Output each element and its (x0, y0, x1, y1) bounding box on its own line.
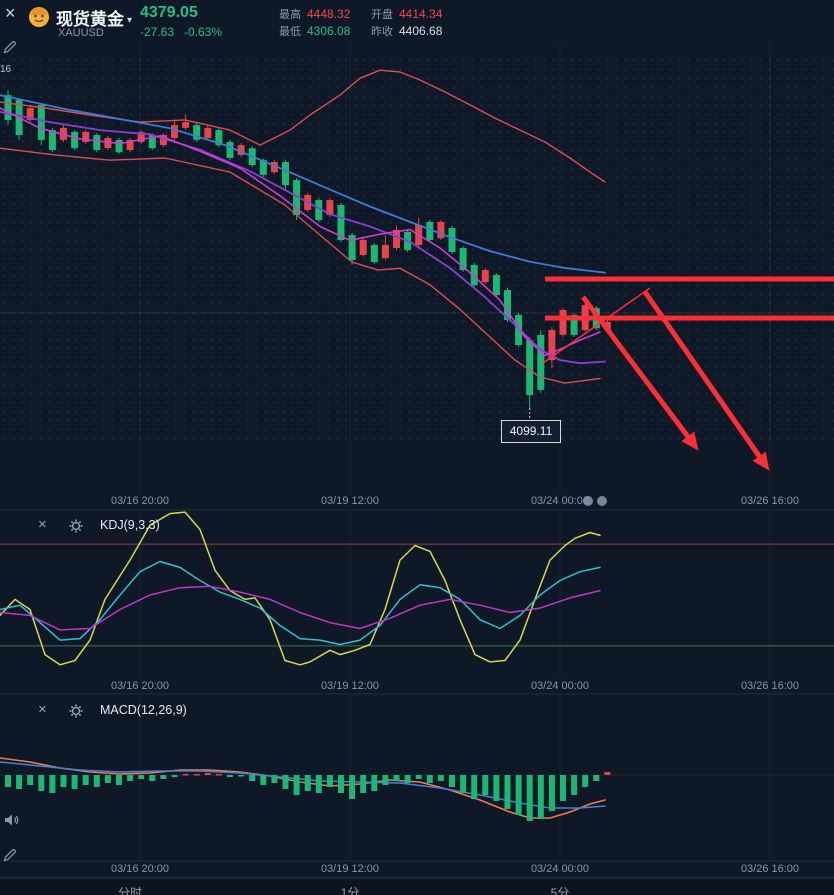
instrument-title[interactable]: 现货黄金 ▾ (56, 10, 133, 29)
audio-announce-icon[interactable] (3, 812, 19, 833)
stat-open: 开盘 4414.34 (371, 7, 443, 21)
time-label: 03/26 16:00 (740, 863, 800, 875)
indicator-lines-layer (0, 69, 606, 819)
time-label: 03/24 00:00 (530, 863, 590, 875)
candles-layer (4, 90, 611, 408)
macd-histogram-layer (5, 772, 611, 821)
stat-low: 最低 4306.08 (279, 24, 351, 38)
time-label: 03/19 12:00 (320, 495, 380, 507)
tab-timeframe-1min[interactable]: 1分 (340, 886, 360, 895)
instrument-symbol: XAUUSD (58, 27, 104, 39)
drawn-arrow[interactable] (581, 295, 699, 451)
kdj-panel-header: × KDJ(9,3,3) (0, 516, 400, 536)
left-rail-partial-label: 16 (0, 64, 12, 75)
timeframe-bar: 分时 1分 5分 (0, 878, 834, 895)
tab-timeframe-fenshi[interactable]: 分时 (117, 886, 143, 895)
price-change: -27.63 -0.63% (140, 25, 223, 39)
macd-close-icon[interactable]: × (38, 701, 47, 718)
stat-prev-close: 昨收 4406.68 (371, 24, 443, 38)
macd-line-DIF (0, 757, 606, 819)
time-label: 03/16 20:00 (110, 495, 170, 507)
kdj-line-D (0, 585, 601, 631)
drawn-trendline[interactable] (542, 287, 651, 364)
macd-panel-header: × MACD(12,26,9) (0, 701, 400, 721)
kdj-close-icon[interactable]: × (38, 516, 47, 533)
stat-high: 最高 4448.32 (279, 7, 351, 21)
grid-layer (0, 42, 834, 878)
last-price: 4379.05 (140, 4, 198, 21)
kdj-line-J (0, 511, 601, 666)
lowest-price-tag: 4099.11 (501, 420, 561, 443)
time-label: 03/16 20:00 (110, 680, 170, 692)
tab-timeframe-5min[interactable]: 5分 (550, 886, 570, 895)
header: × 现货黄金 ▾ XAUUSD 4379.05 -27.63 -0.63% 最高 44… (0, 0, 834, 42)
drawn-arrow[interactable] (642, 290, 770, 471)
kdj-indicator-label: KDJ(9,3,3) (100, 518, 160, 532)
overlay-boll-upper (0, 69, 606, 183)
dropdown-arrow-icon: ▾ (127, 15, 133, 26)
time-label: 03/16 20:00 (110, 863, 170, 875)
close-icon[interactable]: × (5, 3, 16, 23)
time-label: 03/24 00:00 (530, 680, 590, 692)
macd-indicator-label: MACD(12,26,9) (100, 703, 187, 717)
time-label: 03/19 12:00 (320, 863, 380, 875)
overlay-boll-lower (0, 147, 601, 384)
kdj-line-K (0, 560, 601, 646)
drawings-layer[interactable] (529, 276, 834, 471)
overlay-ma-mid (0, 111, 606, 365)
time-label: 03/26 16:00 (740, 680, 800, 692)
macd-settings-icon[interactable] (68, 703, 84, 724)
overlay-ma-fast (0, 107, 601, 357)
overlay-ma-slow (0, 94, 606, 274)
time-label: 03/24 00:00 (530, 495, 590, 507)
macd-line-DEA (0, 761, 606, 809)
kdj-settings-icon[interactable] (68, 518, 84, 539)
zoom-handle[interactable] (583, 496, 593, 506)
drawing-tool-icon[interactable] (3, 40, 17, 59)
avatar[interactable] (28, 6, 50, 28)
time-label: 03/26 16:00 (740, 495, 800, 507)
edit-tool-icon[interactable] (3, 848, 17, 867)
time-label: 03/19 12:00 (320, 680, 380, 692)
zoom-handle[interactable] (597, 496, 607, 506)
